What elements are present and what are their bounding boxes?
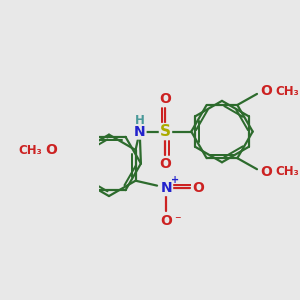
Text: O: O bbox=[160, 92, 171, 106]
Text: ⁻: ⁻ bbox=[174, 214, 181, 227]
Text: +: + bbox=[171, 175, 179, 185]
Text: S: S bbox=[160, 124, 171, 139]
Text: O: O bbox=[260, 165, 272, 179]
Text: O: O bbox=[192, 181, 204, 195]
Text: O: O bbox=[46, 143, 58, 157]
Text: O: O bbox=[160, 157, 171, 171]
Text: O: O bbox=[160, 214, 172, 228]
Text: CH₃: CH₃ bbox=[275, 165, 299, 178]
Text: CH₃: CH₃ bbox=[275, 85, 299, 98]
Text: N: N bbox=[134, 124, 146, 139]
Text: O: O bbox=[260, 85, 272, 98]
Text: N: N bbox=[160, 181, 172, 195]
Text: H: H bbox=[135, 114, 145, 127]
Text: CH₃: CH₃ bbox=[19, 143, 42, 157]
